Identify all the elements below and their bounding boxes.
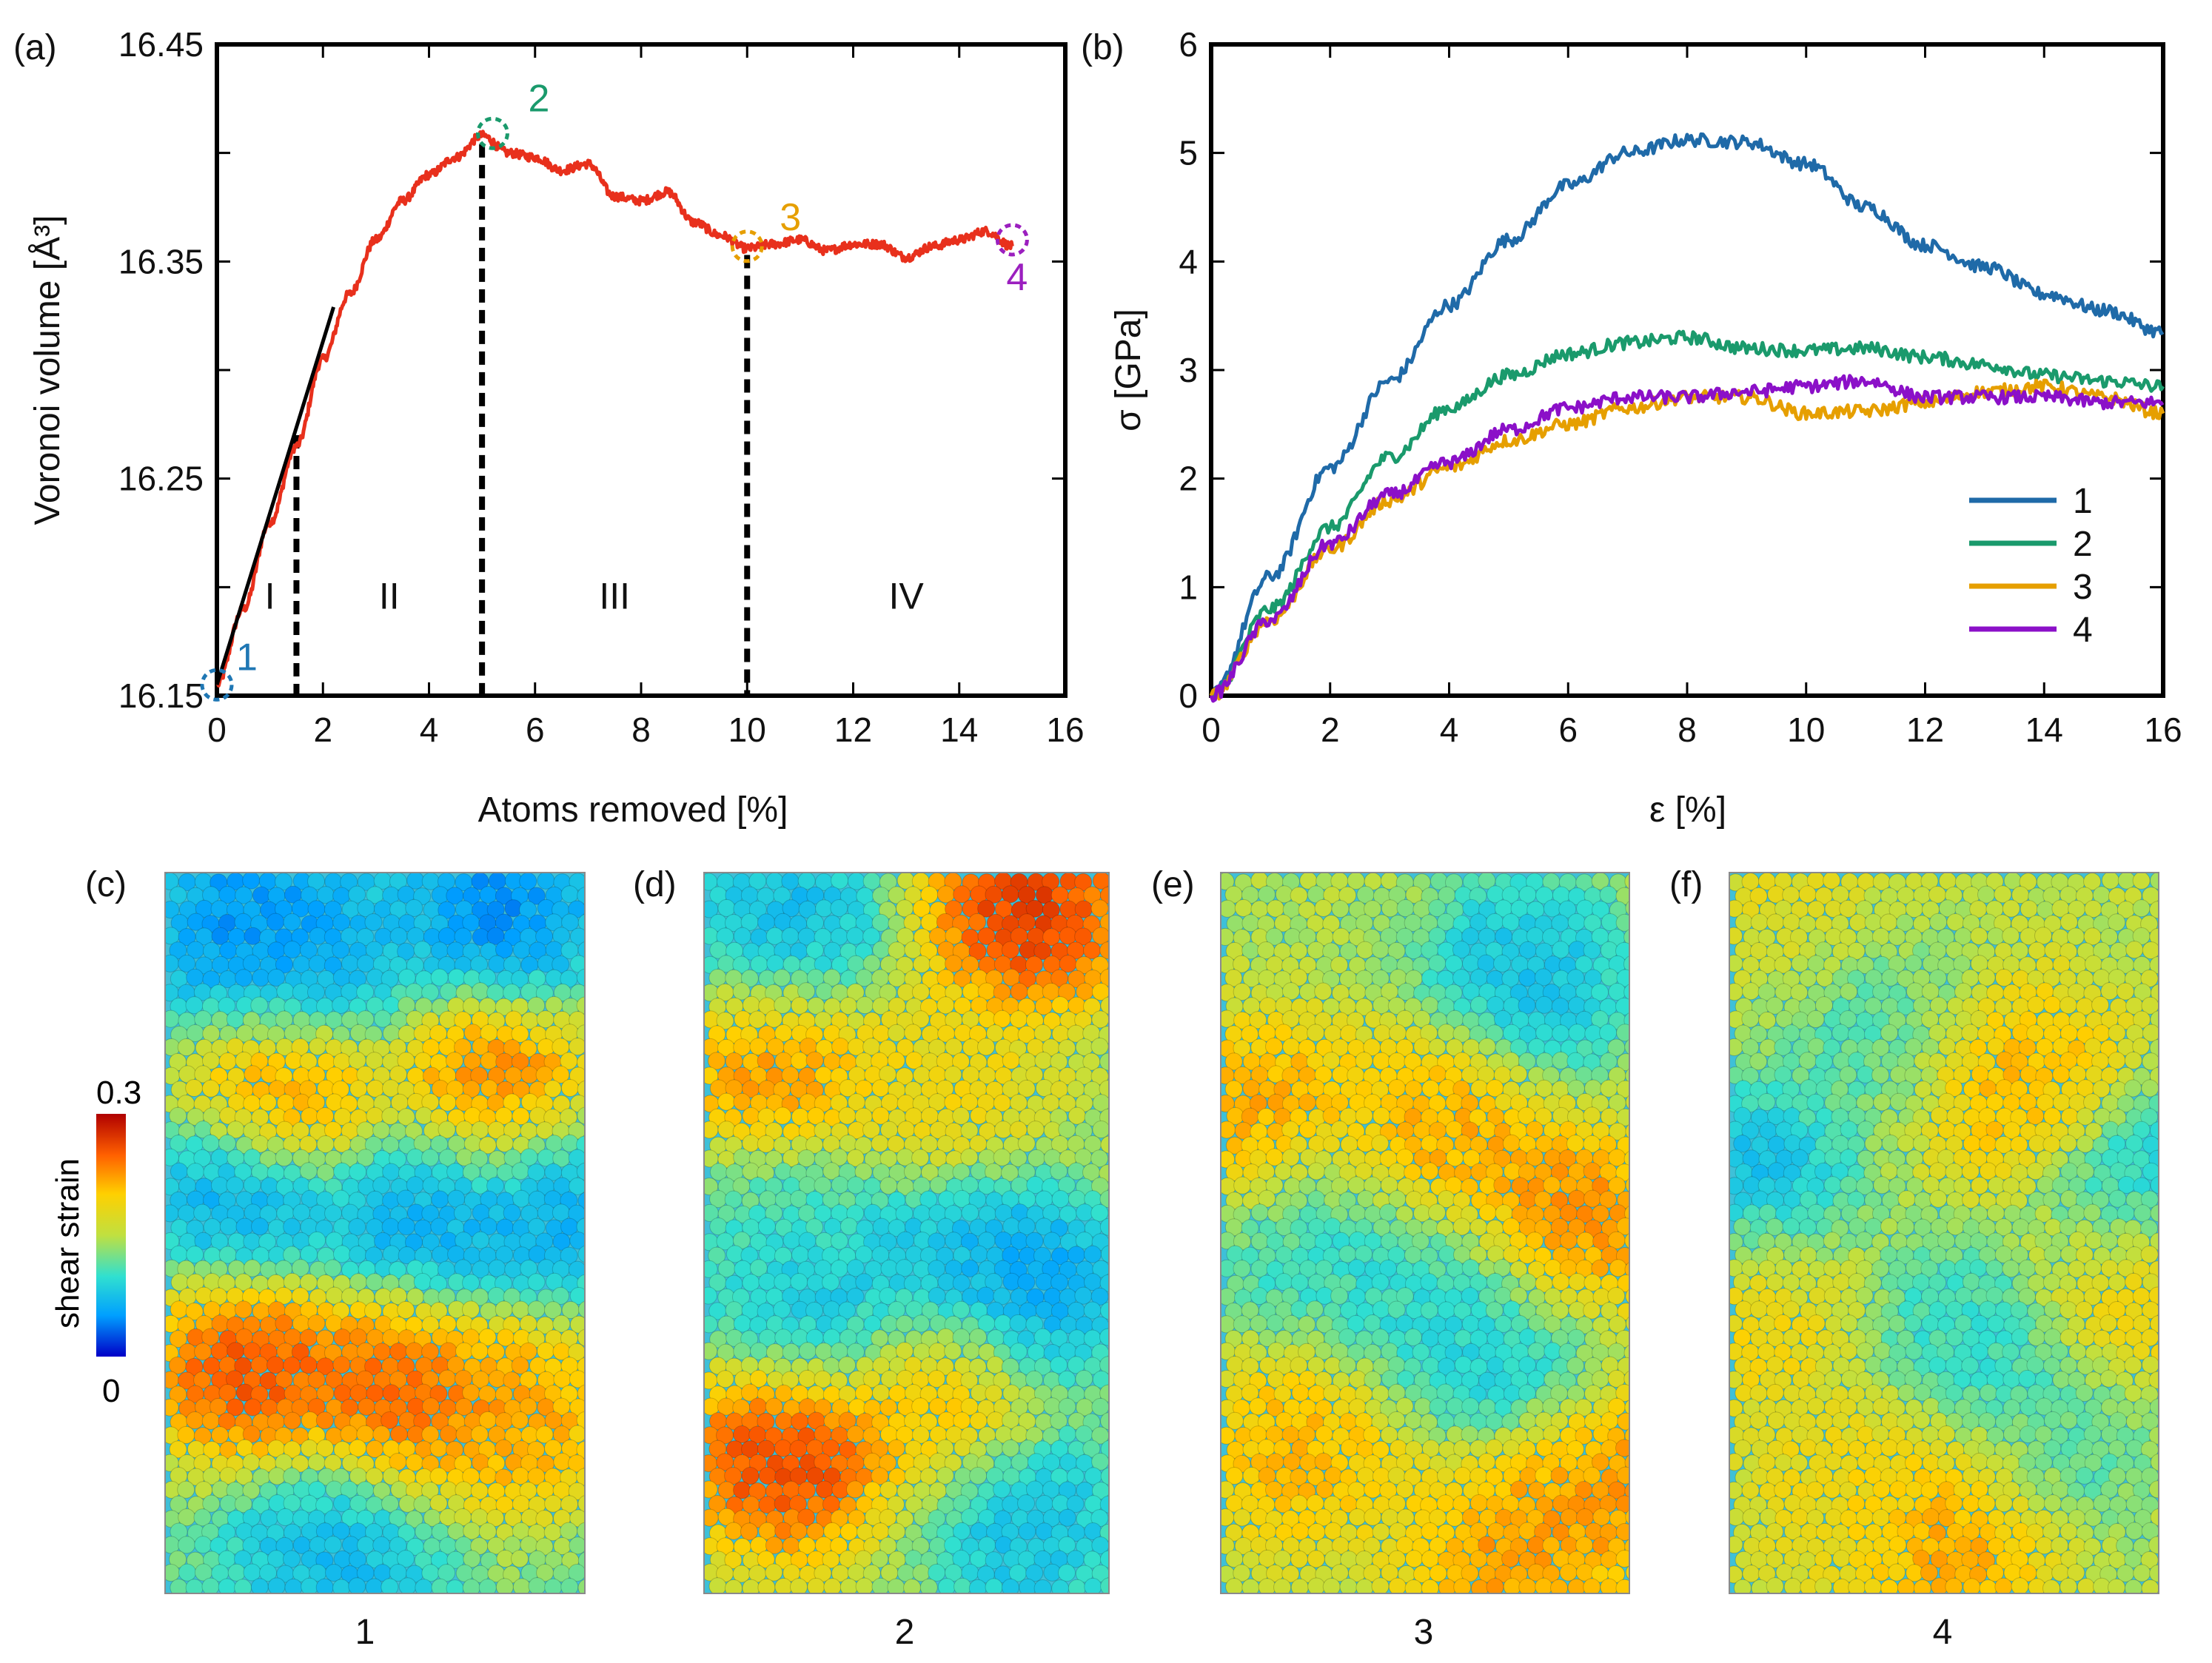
series-line-2: [1211, 329, 2165, 698]
ytick-label: 16.25: [118, 460, 204, 498]
snapshot-d: [703, 872, 1110, 1594]
snapshot-f-label: 4: [1932, 1613, 1953, 1652]
state-marker-label: 2: [528, 77, 549, 120]
legend-label-3: 3: [2073, 568, 2093, 607]
state-marker-1: [200, 668, 234, 702]
xtick-label: 10: [728, 710, 766, 749]
ytick-label: 16.45: [118, 25, 204, 64]
ytick-label: 16.15: [118, 676, 204, 715]
panel-b-letter: (b): [1081, 28, 1125, 67]
snapshot-e-label: 3: [1413, 1613, 1434, 1652]
strain-map: [1730, 873, 2158, 1593]
xtick-label: 4: [420, 710, 439, 749]
panel-f-letter: (f): [1669, 865, 1703, 904]
state-marker-4: [995, 223, 1029, 257]
panel-b-ylabel: σ [GPa]: [1109, 309, 1148, 431]
xtick-label: 12: [1906, 710, 1944, 749]
xtick-label: 8: [631, 710, 651, 749]
snapshot-f: [1729, 872, 2159, 1594]
panel-a-ylabel: Voronoi volume [Å³]: [28, 215, 67, 525]
panel-b-frame: [1209, 42, 2165, 698]
panel-c-letter: (c): [85, 865, 127, 904]
series-line-1: [1209, 132, 2165, 697]
snapshot-c: [164, 872, 586, 1594]
ytick-label: 4: [1179, 242, 1198, 280]
state-marker-label: 4: [1006, 256, 1028, 299]
panel-b-xlabel: ε [%]: [1649, 790, 1726, 830]
panel-b-series: [1209, 132, 2165, 703]
region-label: III: [599, 576, 630, 617]
panel-b-yticks: 0 1 2 3 4 5 6: [1179, 25, 2163, 715]
xtick-label: 0: [1201, 710, 1221, 749]
xtick-label: 16: [2144, 710, 2182, 749]
state-marker-2: [475, 116, 509, 150]
region-label: II: [379, 576, 400, 617]
xtick-label: 10: [1787, 710, 1825, 749]
region-label: IV: [889, 576, 925, 617]
panel-a-dividers: [293, 144, 751, 696]
legend-label-1: 1: [2073, 482, 2093, 521]
xtick-label: 14: [940, 710, 978, 749]
snapshot-c-label: 1: [355, 1613, 375, 1652]
snapshot-d-label: 2: [894, 1613, 915, 1652]
panel-e-letter: (e): [1151, 865, 1195, 904]
panel-a-letter: (a): [13, 28, 57, 67]
xtick-label: 2: [1321, 710, 1340, 749]
ytick-label: 2: [1179, 460, 1198, 498]
region-label: I: [265, 576, 275, 617]
ytick-label: 1: [1179, 568, 1198, 606]
xtick-label: 6: [1558, 710, 1578, 749]
strain-map: [1221, 873, 1629, 1593]
ytick-label: 5: [1179, 134, 1198, 172]
ytick-label: 3: [1179, 351, 1198, 389]
ytick-label: 0: [1179, 676, 1198, 715]
colorbar: [96, 1114, 126, 1357]
series-line-4: [1209, 374, 2165, 703]
colorbar-title: shear strain: [50, 1158, 86, 1328]
ytick-label: 6: [1179, 25, 1198, 64]
series-line-Voronoi volume: [215, 130, 1014, 688]
ytick-label: 16.35: [118, 242, 204, 280]
xtick-label: 6: [526, 710, 545, 749]
colorbar-min: 0: [102, 1373, 121, 1409]
strain-map: [166, 873, 584, 1593]
legend-label-2: 2: [2073, 525, 2093, 564]
state-marker-label: 3: [780, 196, 801, 239]
xtick-label: 16: [1046, 710, 1084, 749]
xtick-label: 2: [313, 710, 332, 749]
snapshot-e: [1220, 872, 1630, 1594]
xtick-label: 4: [1440, 710, 1459, 749]
panel-d-letter: (d): [633, 865, 677, 904]
panel-a-regions: I II III IV: [265, 576, 925, 617]
state-marker-3: [730, 229, 764, 263]
panel-a-series: [215, 130, 1014, 688]
panel-a-xlabel: Atoms removed [%]: [478, 790, 788, 830]
panel-b-legend: 1 2 3 4: [1969, 482, 2093, 650]
series-line-3: [1209, 378, 2165, 701]
series-line-linear fit: [215, 306, 335, 686]
legend-label-4: 4: [2073, 611, 2093, 650]
panel-a-yticks: 16.15 16.25 16.35 16.45: [118, 25, 1065, 715]
panel-a-frame: [215, 42, 1068, 698]
colorbar-gradient: [96, 1114, 126, 1357]
panel-a-xticks: 0 2 4 6 8 10 12 14 16: [207, 44, 1085, 749]
panel-b-xticks: 0 2 4 6 8 10 12 14 16: [1201, 44, 2182, 749]
panel-a-markers: 1 2 3 4: [200, 77, 1029, 702]
xtick-label: 12: [834, 710, 872, 749]
xtick-label: 8: [1678, 710, 1697, 749]
xtick-label: 0: [207, 710, 227, 749]
strain-map: [705, 873, 1108, 1593]
colorbar-max: 0.3: [96, 1075, 142, 1111]
state-marker-label: 1: [236, 636, 258, 679]
xtick-label: 14: [2025, 710, 2063, 749]
